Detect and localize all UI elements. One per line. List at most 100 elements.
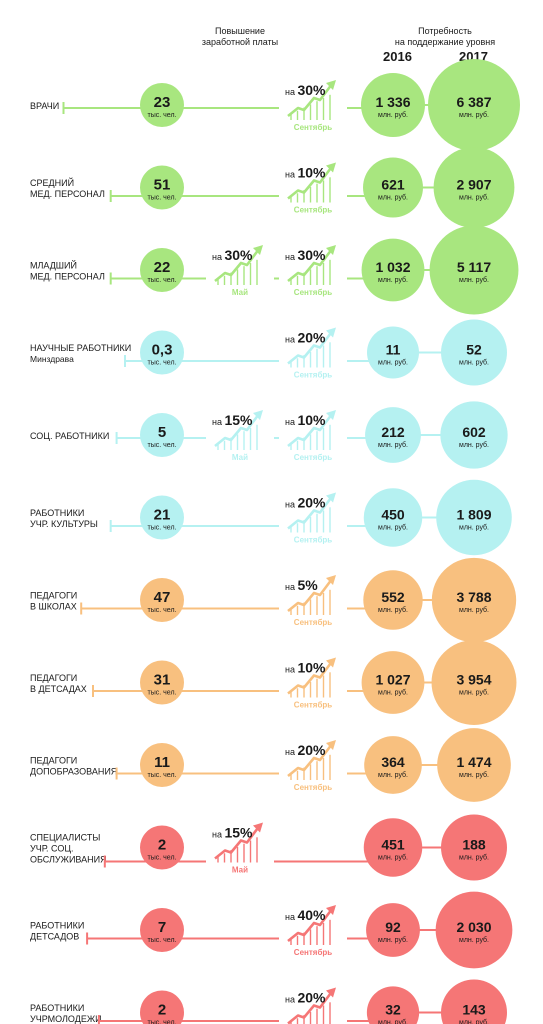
growth-arrowhead: [326, 905, 336, 915]
people-unit: тыс. чел.: [148, 607, 177, 614]
people-circle: [140, 990, 184, 1024]
need-2016-value: 621: [381, 177, 405, 193]
growth-percent: на 15%: [212, 825, 253, 841]
people-unit: тыс. чел.: [148, 690, 177, 697]
need-2016-circle: [363, 488, 423, 547]
category-label: МЕД. ПЕРСОНАЛ: [30, 189, 105, 199]
need-2016-value: 1 032: [375, 259, 410, 275]
growth-arrow: [287, 83, 334, 118]
growth-arrow: [214, 825, 261, 860]
people-value: 22: [154, 259, 171, 276]
people-value: 21: [154, 507, 171, 524]
need-2017-circle: [431, 557, 517, 643]
need-2017-circle: [433, 147, 515, 228]
category-label: РАБОТНИКИ: [30, 1003, 84, 1013]
category-label: ПЕДАГОГИ: [30, 591, 77, 601]
people-unit: тыс. чел.: [148, 525, 177, 532]
growth-month-label: Сентябрь: [294, 371, 332, 380]
category-label: В ДЕТСАДАХ: [30, 684, 87, 694]
growth-arrowhead: [326, 327, 336, 338]
need-2016-value: 450: [381, 507, 405, 523]
need-2017-value: 6 387: [456, 94, 491, 110]
need-2017-unit: млн. руб.: [459, 111, 489, 119]
need-2017-unit: млн. руб.: [459, 524, 489, 532]
line-gap: [279, 193, 347, 199]
line-gap: [206, 858, 274, 865]
growth-arrowhead: [326, 245, 336, 255]
growth-arrow: [287, 248, 334, 283]
line-gap: [279, 605, 347, 612]
growth-percent: на 10%: [285, 165, 326, 181]
people-value: 23: [154, 94, 171, 111]
need-2017-circle: [431, 640, 517, 725]
need-2017-circle: [440, 401, 508, 469]
growth-percent: на 20%: [285, 495, 326, 511]
people-unit: тыс. чел.: [148, 195, 177, 202]
category-label: ПЕДАГОГИ: [30, 673, 77, 683]
category-label: УЧРМОЛОДЕЖИ: [30, 1014, 102, 1024]
need-2016-circle: [363, 818, 423, 877]
growth-month-label: Сентябрь: [294, 618, 332, 627]
need-2016-value: 552: [381, 589, 405, 605]
growth-arrow: [287, 413, 334, 448]
need-2017-circle: [429, 225, 519, 315]
need-2016-circle: [364, 736, 422, 794]
people-unit: тыс. чел.: [148, 1020, 177, 1024]
need-2017-unit: млн. руб.: [459, 854, 489, 862]
category-label: ПЕДАГОГИ: [30, 756, 77, 766]
need-2017-circle: [437, 728, 511, 802]
line-gap: [279, 358, 347, 364]
need-2016-unit: млн. руб.: [378, 771, 408, 779]
need-2016-unit: млн. руб.: [378, 936, 408, 944]
need-2017-value: 3 954: [456, 672, 491, 688]
growth-arrow: [287, 578, 334, 613]
people-value: 47: [154, 589, 171, 606]
need-2017-unit: млн. руб.: [459, 441, 489, 449]
need-2016-value: 212: [381, 424, 405, 440]
need-2017-circle: [441, 979, 507, 1024]
growth-arrow: [287, 990, 334, 1024]
line-gap: [279, 935, 347, 942]
header-raise: Повышение заработной платы: [201, 26, 279, 47]
need-2017-value: 2 907: [456, 177, 491, 193]
need-2016-value: 1 336: [375, 94, 410, 110]
growth-month-label: Сентябрь: [294, 453, 332, 462]
category-label: ДЕТСАДОВ: [30, 932, 79, 942]
line-gap: [279, 275, 347, 282]
need-2017-unit: млн. руб.: [459, 1019, 489, 1024]
need-2017-value: 1 474: [456, 754, 491, 770]
category-label: РАБОТНИКИ: [30, 921, 84, 931]
growth-month-label: Сентябрь: [294, 206, 332, 215]
category-label: В ШКОЛАХ: [30, 602, 77, 612]
growth-arrowhead: [253, 410, 263, 420]
need-2016-unit: млн. руб.: [378, 194, 408, 202]
people-circle: [140, 660, 184, 705]
need-2016-unit: млн. руб.: [378, 276, 408, 284]
people-unit: тыс. чел.: [148, 855, 177, 862]
growth-arrow: [287, 660, 334, 695]
need-2016-value: 1 027: [375, 672, 410, 688]
growth-arrowhead: [326, 987, 336, 998]
need-2017-unit: млн. руб.: [459, 606, 489, 614]
people-value: 5: [158, 424, 166, 441]
growth-percent: на 20%: [285, 990, 326, 1006]
category-label: ДОПОБРАЗОВАНИЯ: [30, 767, 117, 777]
people-value: 2: [158, 1002, 166, 1019]
growth-arrowhead: [326, 740, 336, 750]
need-2017-value: 602: [462, 424, 486, 440]
people-circle: [140, 908, 184, 952]
people-value: 0,3: [152, 342, 173, 359]
line-gap: [279, 770, 347, 777]
need-2017-value: 1 809: [456, 507, 491, 523]
growth-arrow: [287, 495, 334, 530]
growth-percent: на 40%: [285, 907, 326, 923]
people-circle: [140, 825, 184, 870]
growth-arrowhead: [326, 80, 336, 90]
line-gap: [279, 105, 347, 111]
need-2017-unit: млн. руб.: [459, 359, 489, 367]
need-2016-unit: млн. руб.: [378, 689, 408, 697]
